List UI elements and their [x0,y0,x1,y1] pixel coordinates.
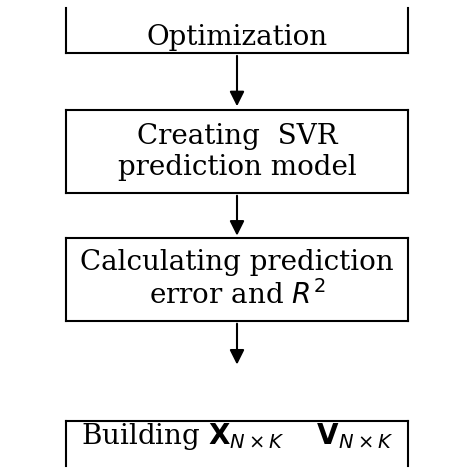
Text: Calculating prediction
error and $R^2$: Calculating prediction error and $R^2$ [80,249,394,310]
Text: Building $\mathbf{X}_{N\times K}$    $\mathbf{V}_{N\times K}$: Building $\mathbf{X}_{N\times K}$ $\math… [81,420,393,452]
Text: Creating  SVR
prediction model: Creating SVR prediction model [118,123,356,181]
Text: Optimization: Optimization [146,25,328,51]
